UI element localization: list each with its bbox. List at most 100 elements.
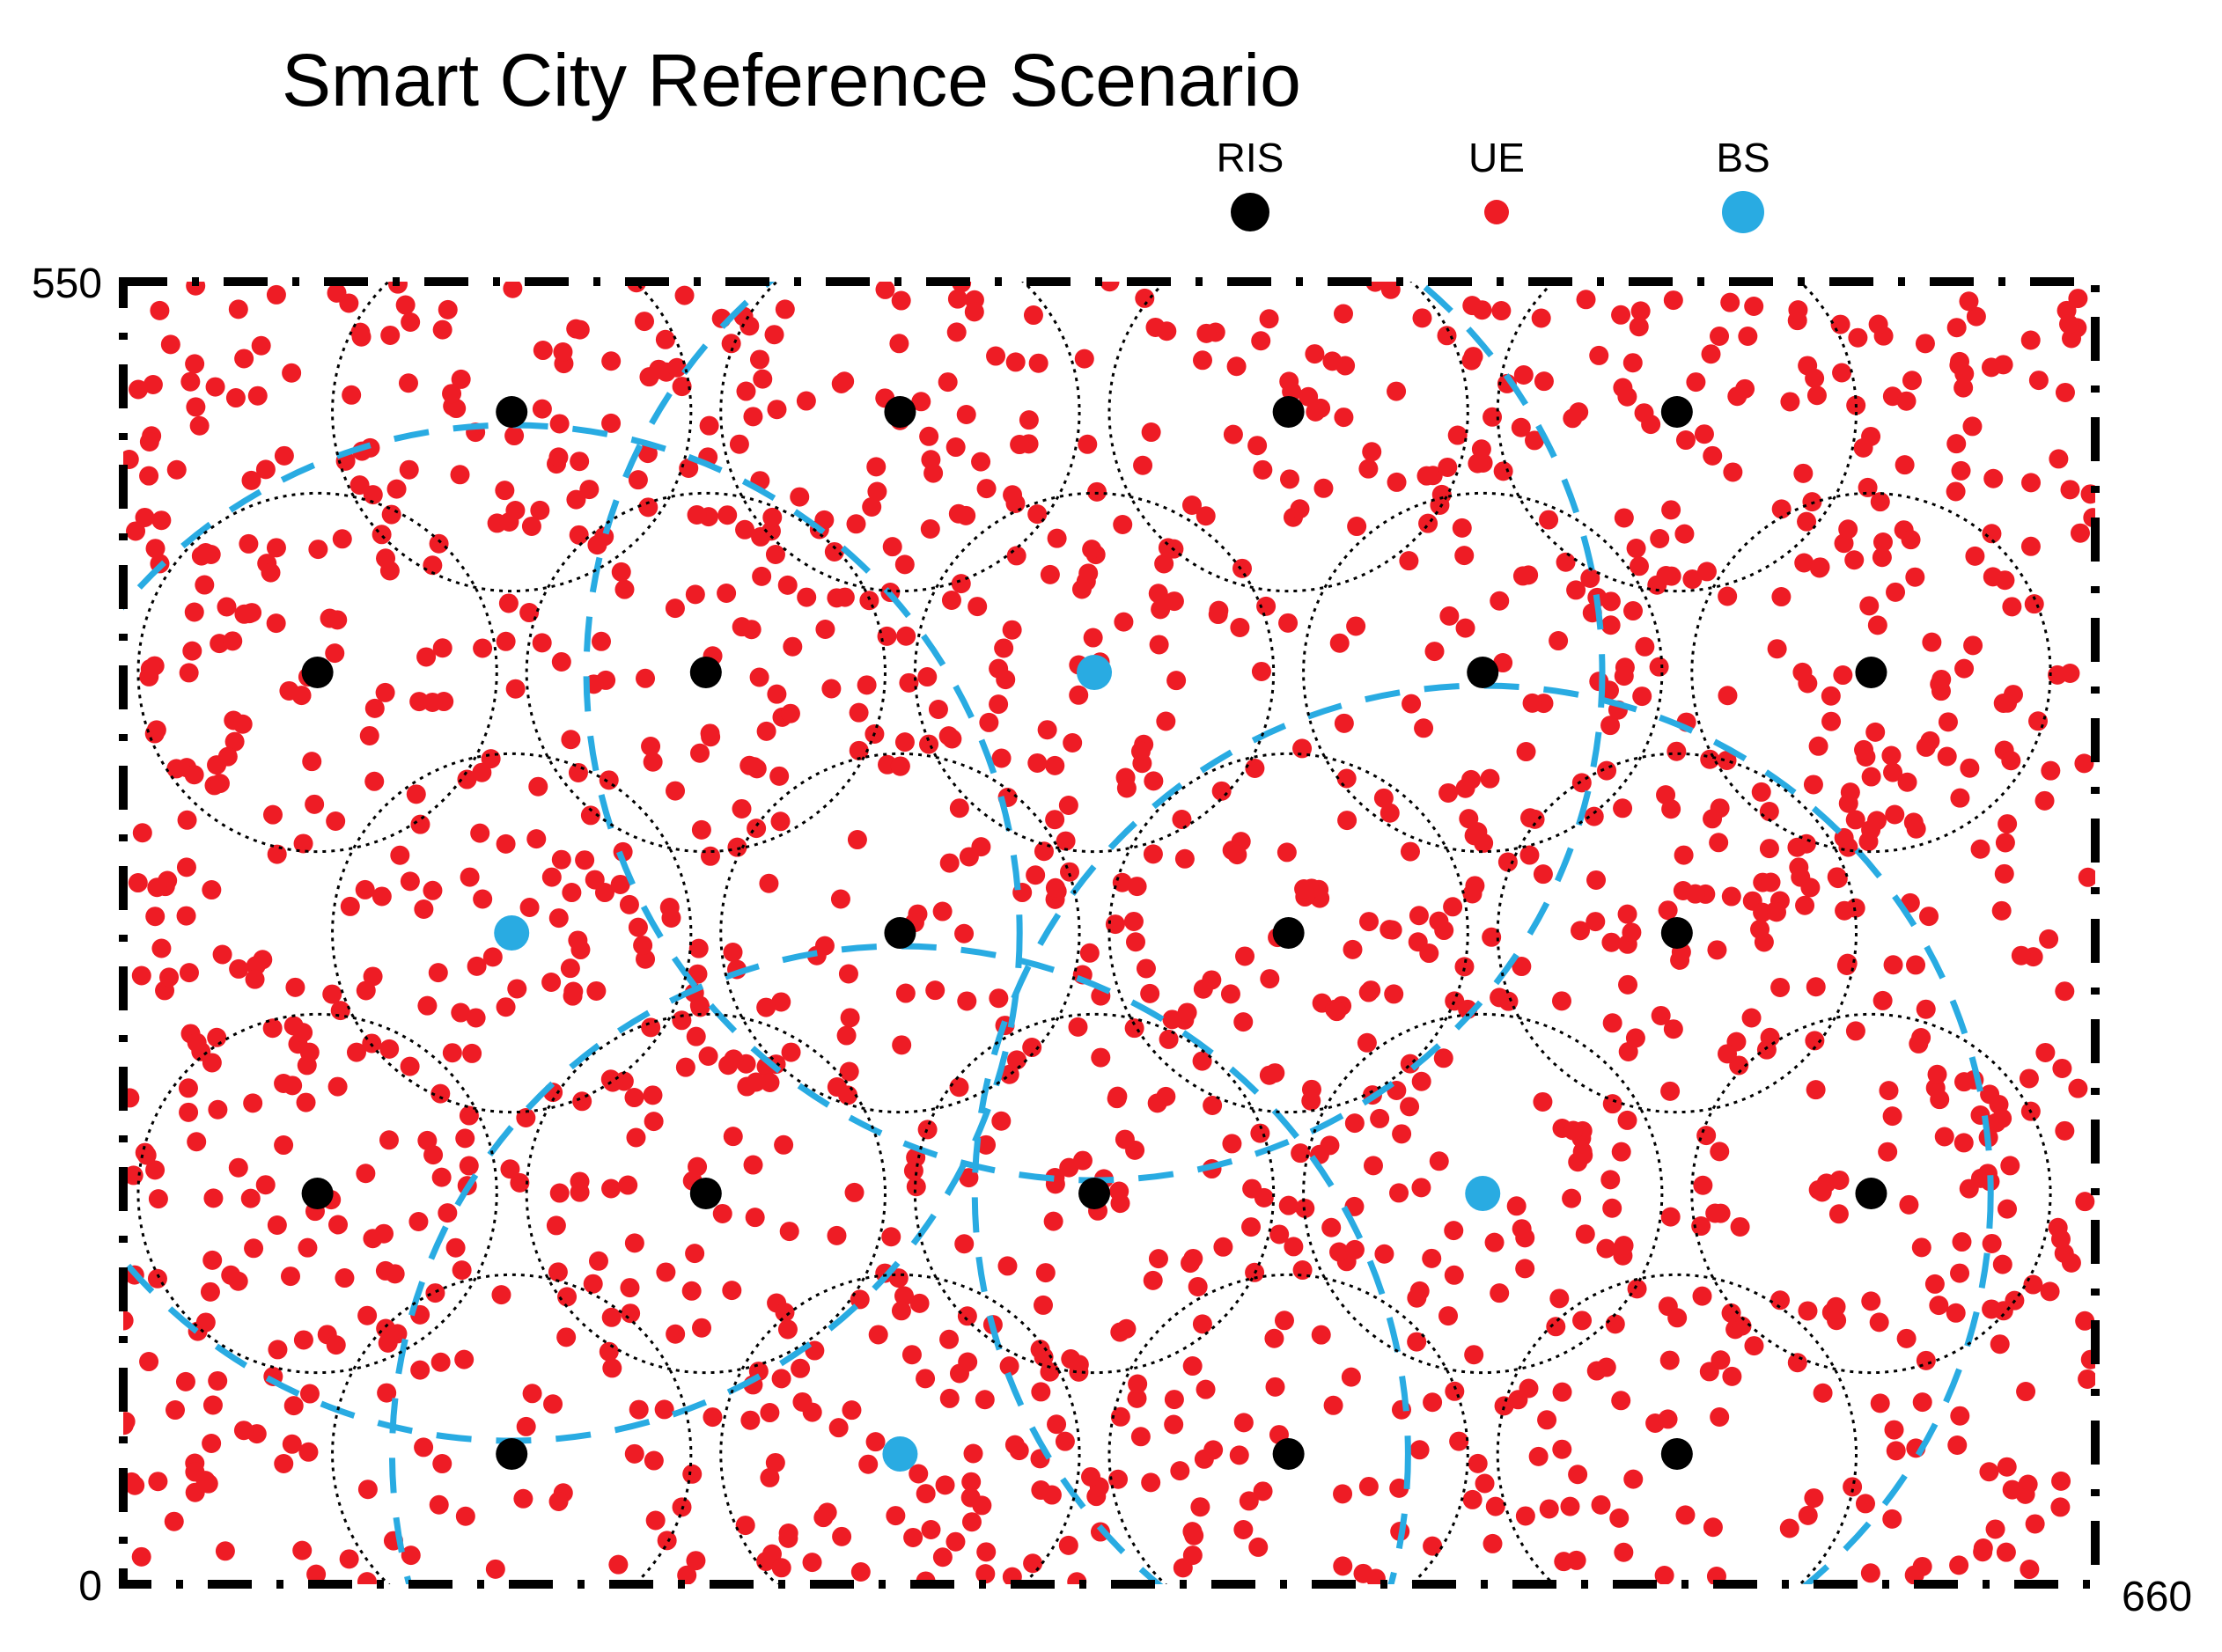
ue-point — [790, 488, 809, 507]
ue-point — [572, 1091, 592, 1111]
ue-point — [1212, 782, 1232, 801]
ue-point — [1156, 1087, 1175, 1106]
ue-point — [1048, 529, 1067, 548]
ue-point — [1175, 849, 1195, 869]
ue-point — [1750, 920, 1770, 939]
ue-point — [895, 554, 915, 574]
ue-point — [1109, 1182, 1129, 1201]
ue-point — [523, 1384, 542, 1403]
ue-point — [1789, 857, 1808, 877]
ue-point — [827, 1226, 846, 1245]
ue-point — [150, 301, 169, 320]
ue-point — [208, 1100, 227, 1120]
ue-point — [1707, 940, 1726, 959]
ue-point — [1979, 1462, 1998, 1481]
ue-point — [1414, 718, 1433, 738]
ue-point — [1456, 779, 1475, 798]
ue-point — [552, 850, 571, 870]
ue-point — [308, 540, 327, 559]
ue-point — [1342, 1368, 1361, 1387]
ue-point — [1674, 846, 1694, 865]
ue-point — [1345, 1240, 1365, 1259]
ue-point — [414, 1437, 433, 1457]
ue-point — [1087, 482, 1107, 502]
ue-point — [1954, 1133, 1974, 1152]
ue-point — [1347, 517, 1366, 536]
ue-point — [1337, 769, 1357, 789]
ue-point — [1738, 327, 1757, 346]
ue-point — [713, 1204, 732, 1223]
ue-point — [601, 351, 621, 371]
ue-point — [141, 659, 160, 679]
ue-point — [433, 320, 452, 340]
ue-point — [1906, 955, 1925, 974]
ue-point — [1399, 551, 1418, 570]
ue-point — [666, 1325, 685, 1344]
ue-point — [1632, 686, 1652, 706]
ue-point — [1562, 1189, 1581, 1208]
ue-point — [1425, 642, 1445, 661]
ue-point — [1596, 1239, 1615, 1259]
ue-point — [292, 686, 312, 705]
ue-point — [1793, 464, 1813, 483]
ue-point — [940, 854, 960, 873]
ue-point — [374, 1224, 394, 1244]
ue-point — [1400, 1097, 1419, 1116]
ue-point — [563, 987, 583, 1006]
ue-point — [1873, 532, 1893, 552]
ue-point — [1814, 1384, 1833, 1403]
ue-point — [1883, 1106, 1902, 1126]
ue-point — [1165, 1390, 1184, 1409]
ue-point — [765, 325, 784, 344]
ue-point — [1245, 759, 1264, 778]
ue-point — [846, 514, 865, 533]
ue-point — [1546, 1317, 1565, 1336]
ue-point — [188, 1033, 207, 1053]
ue-point — [747, 1073, 766, 1092]
ue-point — [757, 722, 776, 741]
ue-point — [2051, 1230, 2071, 1249]
ue-point — [975, 1390, 995, 1409]
ue-point — [382, 505, 401, 525]
ue-point — [432, 1168, 452, 1187]
ue-point — [1997, 1543, 2016, 1562]
ue-point — [618, 1176, 637, 1195]
ue-point — [1233, 1012, 1253, 1032]
ue-point — [1831, 315, 1850, 334]
ue-point — [1780, 392, 1799, 411]
ue-point — [1026, 865, 1045, 885]
ue-point — [1280, 469, 1299, 488]
ue-point — [767, 685, 786, 704]
ue-point — [1080, 943, 1100, 963]
ue-point — [328, 1077, 348, 1097]
ue-point — [460, 1156, 479, 1176]
ue-point — [783, 637, 802, 657]
ue-point — [1429, 912, 1448, 931]
ue-point — [179, 1078, 198, 1098]
ue-point — [589, 1252, 608, 1271]
ue-point — [263, 1018, 283, 1038]
ue-point — [407, 784, 426, 804]
ue-point — [430, 1495, 449, 1515]
ue-point — [759, 874, 778, 893]
ue-point — [177, 857, 196, 877]
ue-point — [1334, 407, 1353, 427]
ue-point — [965, 302, 984, 321]
ris-node — [1661, 396, 1693, 428]
ue-point — [1241, 1217, 1261, 1237]
ue-point — [1277, 842, 1297, 862]
ue-point — [1931, 670, 1951, 689]
ue-point — [149, 1189, 168, 1208]
ue-point — [549, 1492, 569, 1511]
ue-point — [775, 1303, 794, 1322]
ue-point — [1490, 591, 1509, 611]
ue-point — [1601, 615, 1621, 635]
ue-point — [756, 998, 776, 1017]
ue-point — [866, 457, 886, 476]
ue-point — [1010, 435, 1029, 454]
ue-point — [936, 1475, 955, 1494]
ue-point — [256, 459, 276, 479]
ue-point — [178, 811, 197, 830]
ue-point — [400, 460, 419, 480]
ue-point — [1445, 1382, 1464, 1401]
